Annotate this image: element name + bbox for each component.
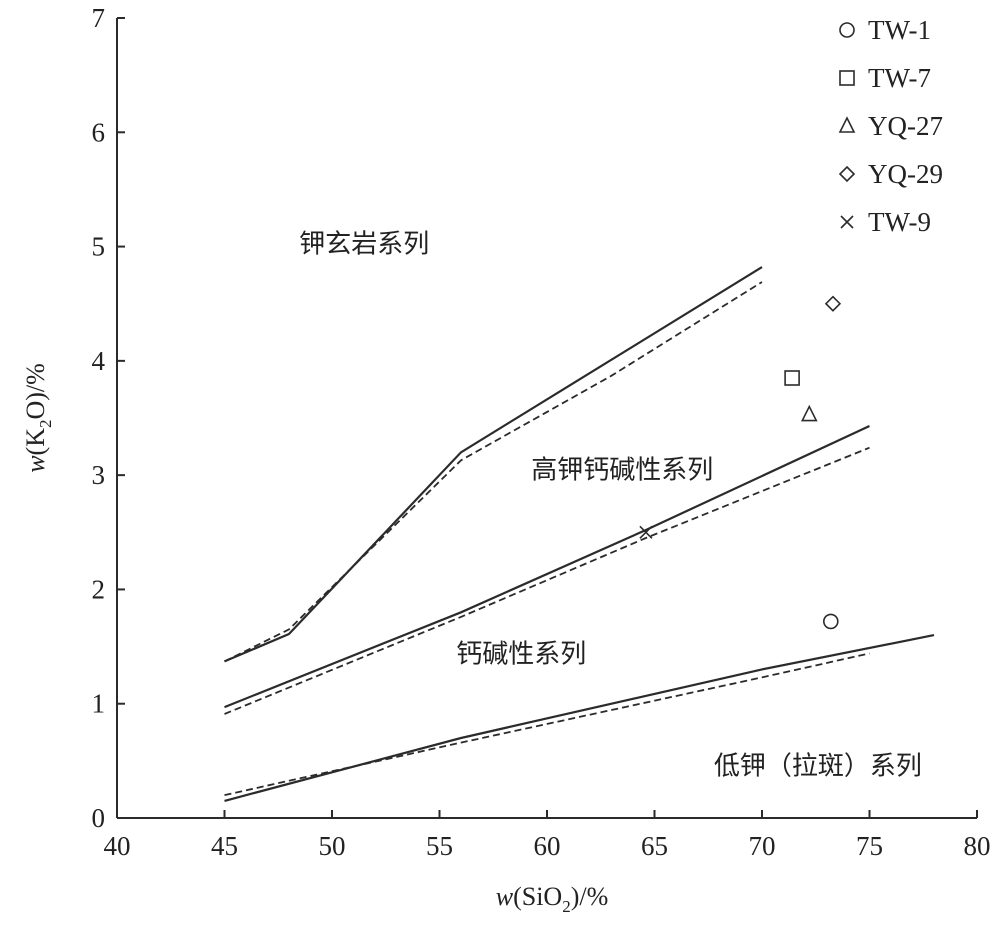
axes [116, 17, 978, 819]
x-axis-title: w(SiO2)/% [496, 882, 609, 916]
y-tick-label: 3 [92, 460, 106, 490]
data-point-yq-29 [824, 295, 842, 312]
series-boundary-lines [224, 266, 935, 802]
x-tick-label: 75 [856, 831, 883, 861]
y-tick-label: 0 [92, 803, 106, 833]
x-tick-label: 80 [964, 831, 991, 861]
y-axis-title: w(K2O)/% [21, 363, 55, 473]
legend-label: TW-1 [868, 15, 931, 45]
legend-label: TW-7 [868, 63, 931, 93]
data-points [639, 295, 842, 630]
boundary-line-solid-2 [224, 425, 870, 709]
y-tick-label: 1 [92, 689, 106, 719]
legend-marker-tw-1 [839, 22, 855, 38]
data-point-tw-7 [784, 370, 800, 386]
x-tick-label: 40 [104, 831, 131, 861]
boundary-line-solid-4 [224, 634, 935, 802]
legend-label: YQ-29 [868, 159, 943, 189]
legend-label: YQ-27 [868, 111, 943, 141]
y-tick-label: 6 [92, 117, 106, 147]
legend-label: TW-9 [868, 207, 931, 237]
legend-marker-tw-7 [839, 70, 855, 86]
boundary-line-dashed-1 [224, 281, 763, 663]
field-label: 高钾钙碱性系列 [531, 456, 713, 486]
legend: TW-1 TW-7 YQ-27 YQ-29 TW-9 [838, 15, 943, 237]
y-tick-label: 7 [92, 3, 106, 33]
data-point-yq-27 [801, 404, 818, 422]
x-tick-label: 60 [534, 831, 561, 861]
data-point-tw-9 [639, 525, 653, 539]
x-tick-label: 45 [211, 831, 238, 861]
x-tick-label: 55 [426, 831, 453, 861]
data-point-tw-1 [822, 613, 839, 630]
boundary-line-solid-0 [224, 266, 763, 663]
y-tick-label: 5 [92, 232, 106, 262]
legend-marker-yq-29 [838, 165, 856, 183]
legend-marker-yq-27 [838, 116, 856, 133]
field-label: 低钾（拉斑）系列 [714, 752, 922, 782]
x-tick-label: 50 [319, 831, 346, 861]
x-tick-label: 65 [641, 831, 668, 861]
field-label: 钙碱性系列 [456, 640, 586, 670]
boundary-line-dashed-3 [224, 446, 870, 715]
y-tick-label: 2 [92, 574, 106, 604]
boundary-line-dashed-5 [224, 652, 870, 796]
field-label: 钾玄岩系列 [299, 229, 429, 259]
y-tick-label: 4 [92, 346, 106, 376]
x-tick-label: 70 [749, 831, 776, 861]
legend-marker-tw-9 [840, 215, 854, 229]
